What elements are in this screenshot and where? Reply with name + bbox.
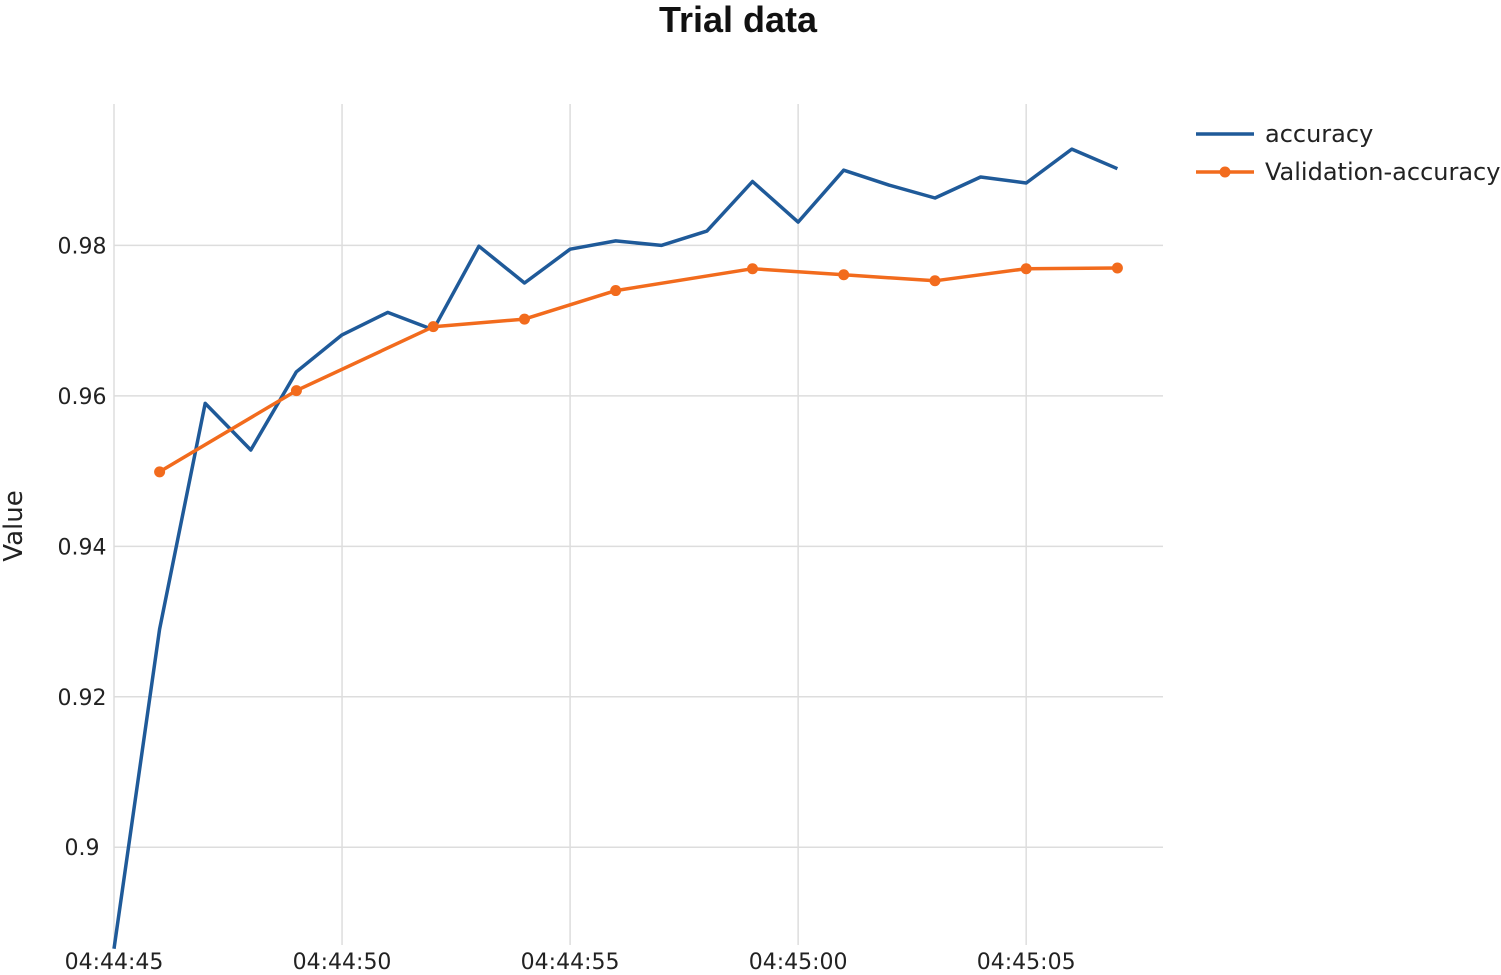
series-layer — [112, 147, 1123, 950]
y-axis-label: Value — [0, 490, 29, 561]
data-point — [518, 313, 530, 325]
y-tick-label: 0.98 — [58, 234, 107, 259]
x-tick-label: 04:44:45 — [65, 950, 164, 971]
grid-lines — [113, 104, 1163, 945]
legend[interactable]: accuracy Validation-accuracy — [1196, 120, 1500, 186]
y-tick-label: 0.94 — [58, 535, 107, 560]
data-point — [154, 466, 166, 478]
y-tick-label: 0.92 — [58, 686, 107, 711]
data-point — [610, 285, 622, 297]
data-point — [427, 321, 439, 333]
legend-marker — [1219, 166, 1231, 178]
x-tick-label: 04:45:00 — [749, 950, 848, 971]
y-axis-ticks: 0.9 0.92 0.94 0.96 0.98 — [58, 234, 107, 861]
series-line — [112, 147, 1119, 950]
data-point — [1111, 262, 1123, 274]
x-axis-ticks: 04:44:45 04:44:50 04:44:55 04:45:00 04:45:05 — [65, 950, 1076, 975]
series-2 — [154, 262, 1123, 478]
x-tick-label: 04:45:05 — [977, 950, 1076, 971]
data-point — [838, 269, 850, 281]
legend-item[interactable]: accuracy — [1196, 120, 1373, 148]
x-tick-label: 04:44:55 — [521, 950, 620, 971]
data-point — [929, 275, 941, 287]
series-1 — [112, 147, 1119, 950]
y-tick-label: 0.96 — [58, 385, 107, 410]
y-tick-label: 0.9 — [65, 836, 100, 861]
x-tick-label: 04:44:50 — [293, 950, 392, 971]
data-point — [290, 385, 302, 397]
series-line — [158, 266, 1118, 474]
data-point — [1020, 263, 1032, 275]
data-point — [747, 263, 759, 275]
chart-title: Trial data — [659, 0, 818, 40]
legend-item[interactable]: Validation-accuracy — [1196, 158, 1500, 186]
legend-label: accuracy — [1265, 120, 1373, 148]
legend-label: Validation-accuracy — [1265, 158, 1500, 186]
